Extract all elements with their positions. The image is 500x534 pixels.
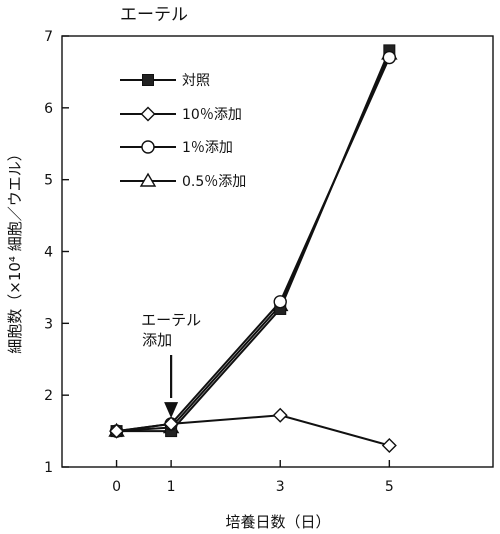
- y-tick-label: 4: [44, 245, 53, 261]
- plot-frame: [61, 35, 494, 468]
- series-line: [116, 414, 390, 447]
- data-point: [163, 416, 179, 432]
- x-axis-label: 培養日数（日）: [225, 513, 330, 531]
- series-line: [116, 53, 391, 433]
- annotation-text: エーテル: [141, 311, 201, 329]
- y-tick-label: 6: [44, 101, 53, 117]
- legend: 対照 10％添加 1％添加 0.5％添加: [120, 73, 246, 190]
- legend-marker: [142, 74, 154, 86]
- x-tick-label: 1: [167, 479, 176, 495]
- annotation-text: 添加: [142, 331, 172, 349]
- chart-title: エーテル: [120, 5, 188, 25]
- y-tick-label: 7: [44, 29, 53, 45]
- series-line: [116, 49, 391, 433]
- series-lines: [108, 44, 398, 453]
- data-point: [272, 407, 288, 423]
- legend-label: 1％添加: [182, 140, 233, 156]
- y-axis-label: 細胞数（×10⁴ 細胞／ウエル）: [6, 146, 24, 353]
- legend-marker: [139, 172, 157, 187]
- legend-label: 10％添加: [182, 107, 242, 123]
- x-tick-label: 3: [276, 479, 285, 495]
- data-point: [273, 295, 287, 309]
- legend-label: 対照: [182, 73, 210, 89]
- data-point: [382, 50, 397, 65]
- y-tick-label: 1: [44, 460, 53, 476]
- axis-ticks: 1 2 3 4 5 6 7 0 1 3 5: [44, 29, 394, 495]
- y-tick-label: 2: [44, 388, 53, 404]
- y-tick-label: 3: [44, 316, 53, 332]
- data-point: [109, 423, 125, 439]
- legend-label: 0.5％添加: [182, 174, 246, 190]
- x-tick-label: 5: [385, 479, 394, 495]
- y-tick-label: 5: [44, 173, 53, 189]
- legend-marker: [140, 106, 156, 122]
- arrow-head: [164, 402, 179, 419]
- legend-marker: [141, 140, 155, 154]
- x-tick-label: 0: [112, 479, 121, 495]
- data-point: [381, 437, 397, 453]
